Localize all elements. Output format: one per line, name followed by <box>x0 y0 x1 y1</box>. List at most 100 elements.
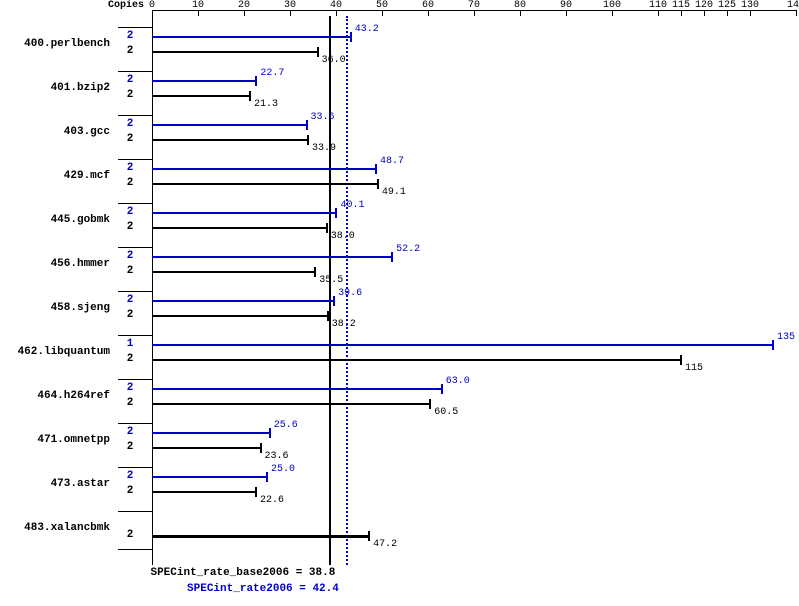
bar-peak <box>152 168 376 170</box>
copies-base: 2 <box>122 353 138 365</box>
copies-base: 2 <box>122 529 138 541</box>
copies-peak: 2 <box>122 118 138 130</box>
copies-peak: 2 <box>122 74 138 86</box>
footer-base-label: SPECint_rate_base2006 = 38.8 <box>150 567 335 579</box>
bar-peak <box>152 388 442 390</box>
copies-base: 2 <box>122 89 138 101</box>
value-base: 22.6 <box>260 495 284 506</box>
group-sep <box>118 379 152 380</box>
copies-base: 2 <box>122 441 138 453</box>
cap-base <box>314 267 316 277</box>
value-base: 38.2 <box>332 319 356 330</box>
value-peak: 33.6 <box>311 112 335 123</box>
ref-line-base <box>329 16 331 565</box>
bar-peak <box>152 432 270 434</box>
x-tick-label: 90 <box>560 0 572 11</box>
group-sep <box>118 467 152 468</box>
copies-peak: 2 <box>122 470 138 482</box>
value-peak: 40.1 <box>340 200 364 211</box>
cap-base <box>429 399 431 409</box>
bar-peak <box>152 344 773 346</box>
benchmark-label: 471.omnetpp <box>0 434 110 446</box>
bar-peak <box>152 212 336 214</box>
bar-base <box>152 271 315 273</box>
value-base: 115 <box>685 363 703 374</box>
copies-base: 2 <box>122 485 138 497</box>
value-base: 60.5 <box>434 407 458 418</box>
bar-base <box>152 403 430 405</box>
group-sep <box>118 203 152 204</box>
x-tick-label: 125 <box>718 0 736 11</box>
value-peak: 63.0 <box>446 376 470 387</box>
copies-base: 2 <box>122 177 138 189</box>
bar-peak <box>152 80 256 82</box>
cap-peak <box>333 296 335 306</box>
copies-base: 2 <box>122 309 138 321</box>
cap-base <box>317 47 319 57</box>
x-tick-label: 40 <box>330 0 342 11</box>
copies-peak: 2 <box>122 162 138 174</box>
x-tick-label: 20 <box>238 0 250 11</box>
copies-base: 2 <box>122 45 138 57</box>
copies-peak: 2 <box>122 426 138 438</box>
value-peak: 25.6 <box>274 420 298 431</box>
bar-peak <box>152 300 334 302</box>
x-tick-label: 110 <box>649 0 667 11</box>
value-base: 49.1 <box>382 187 406 198</box>
cap-base <box>327 311 329 321</box>
benchmark-label: 464.h264ref <box>0 390 110 402</box>
benchmark-label: 456.hmmer <box>0 258 110 270</box>
x-tick-label: 10 <box>192 0 204 11</box>
spec-rate-chart: 0102030405060708090100110115120125130140… <box>0 0 799 606</box>
copies-base: 2 <box>122 265 138 277</box>
cap-peak <box>772 340 774 350</box>
copies-base: 2 <box>122 397 138 409</box>
copies-peak: 2 <box>122 30 138 42</box>
copies-peak: 2 <box>122 250 138 262</box>
bar-base <box>152 227 327 229</box>
cap-base <box>377 179 379 189</box>
benchmark-label: 400.perlbench <box>0 38 110 50</box>
x-tick-label: 60 <box>422 0 434 11</box>
value-peak: 135 <box>777 332 795 343</box>
copies-peak: 1 <box>122 338 138 350</box>
value-base: 21.3 <box>254 99 278 110</box>
value-base: 33.9 <box>312 143 336 154</box>
value-peak: 25.0 <box>271 464 295 475</box>
value-base: 47.2 <box>373 539 397 550</box>
x-tick-label: 140 <box>787 0 799 11</box>
benchmark-label: 429.mcf <box>0 170 110 182</box>
group-sep <box>118 511 152 512</box>
bar-base <box>152 51 318 53</box>
copies-header: Copies <box>108 0 144 11</box>
group-sep <box>118 291 152 292</box>
bar-base <box>152 315 328 317</box>
value-base: 35.5 <box>319 275 343 286</box>
group-sep <box>118 247 152 248</box>
bar-peak <box>152 256 392 258</box>
group-sep <box>118 423 152 424</box>
group-sep <box>118 71 152 72</box>
x-tick-label: 130 <box>741 0 759 11</box>
bar-peak <box>152 124 307 126</box>
cap-base <box>255 487 257 497</box>
footer-peak-label: SPECint_rate2006 = 42.4 <box>187 583 339 595</box>
value-peak: 43.2 <box>355 24 379 35</box>
copies-base: 2 <box>122 221 138 233</box>
cap-base <box>680 355 682 365</box>
cap-base <box>249 91 251 101</box>
y-axis <box>152 10 153 565</box>
group-sep <box>118 27 152 28</box>
cap-base <box>368 531 370 541</box>
group-sep <box>118 335 152 336</box>
value-peak: 48.7 <box>380 156 404 167</box>
bar-base <box>152 491 256 493</box>
cap-peak <box>350 32 352 42</box>
cap-base <box>307 135 309 145</box>
benchmark-label: 458.sjeng <box>0 302 110 314</box>
value-peak: 39.6 <box>338 288 362 299</box>
bar-base <box>152 95 250 97</box>
benchmark-label: 445.gobmk <box>0 214 110 226</box>
bar-base <box>152 535 369 538</box>
group-sep <box>118 159 152 160</box>
